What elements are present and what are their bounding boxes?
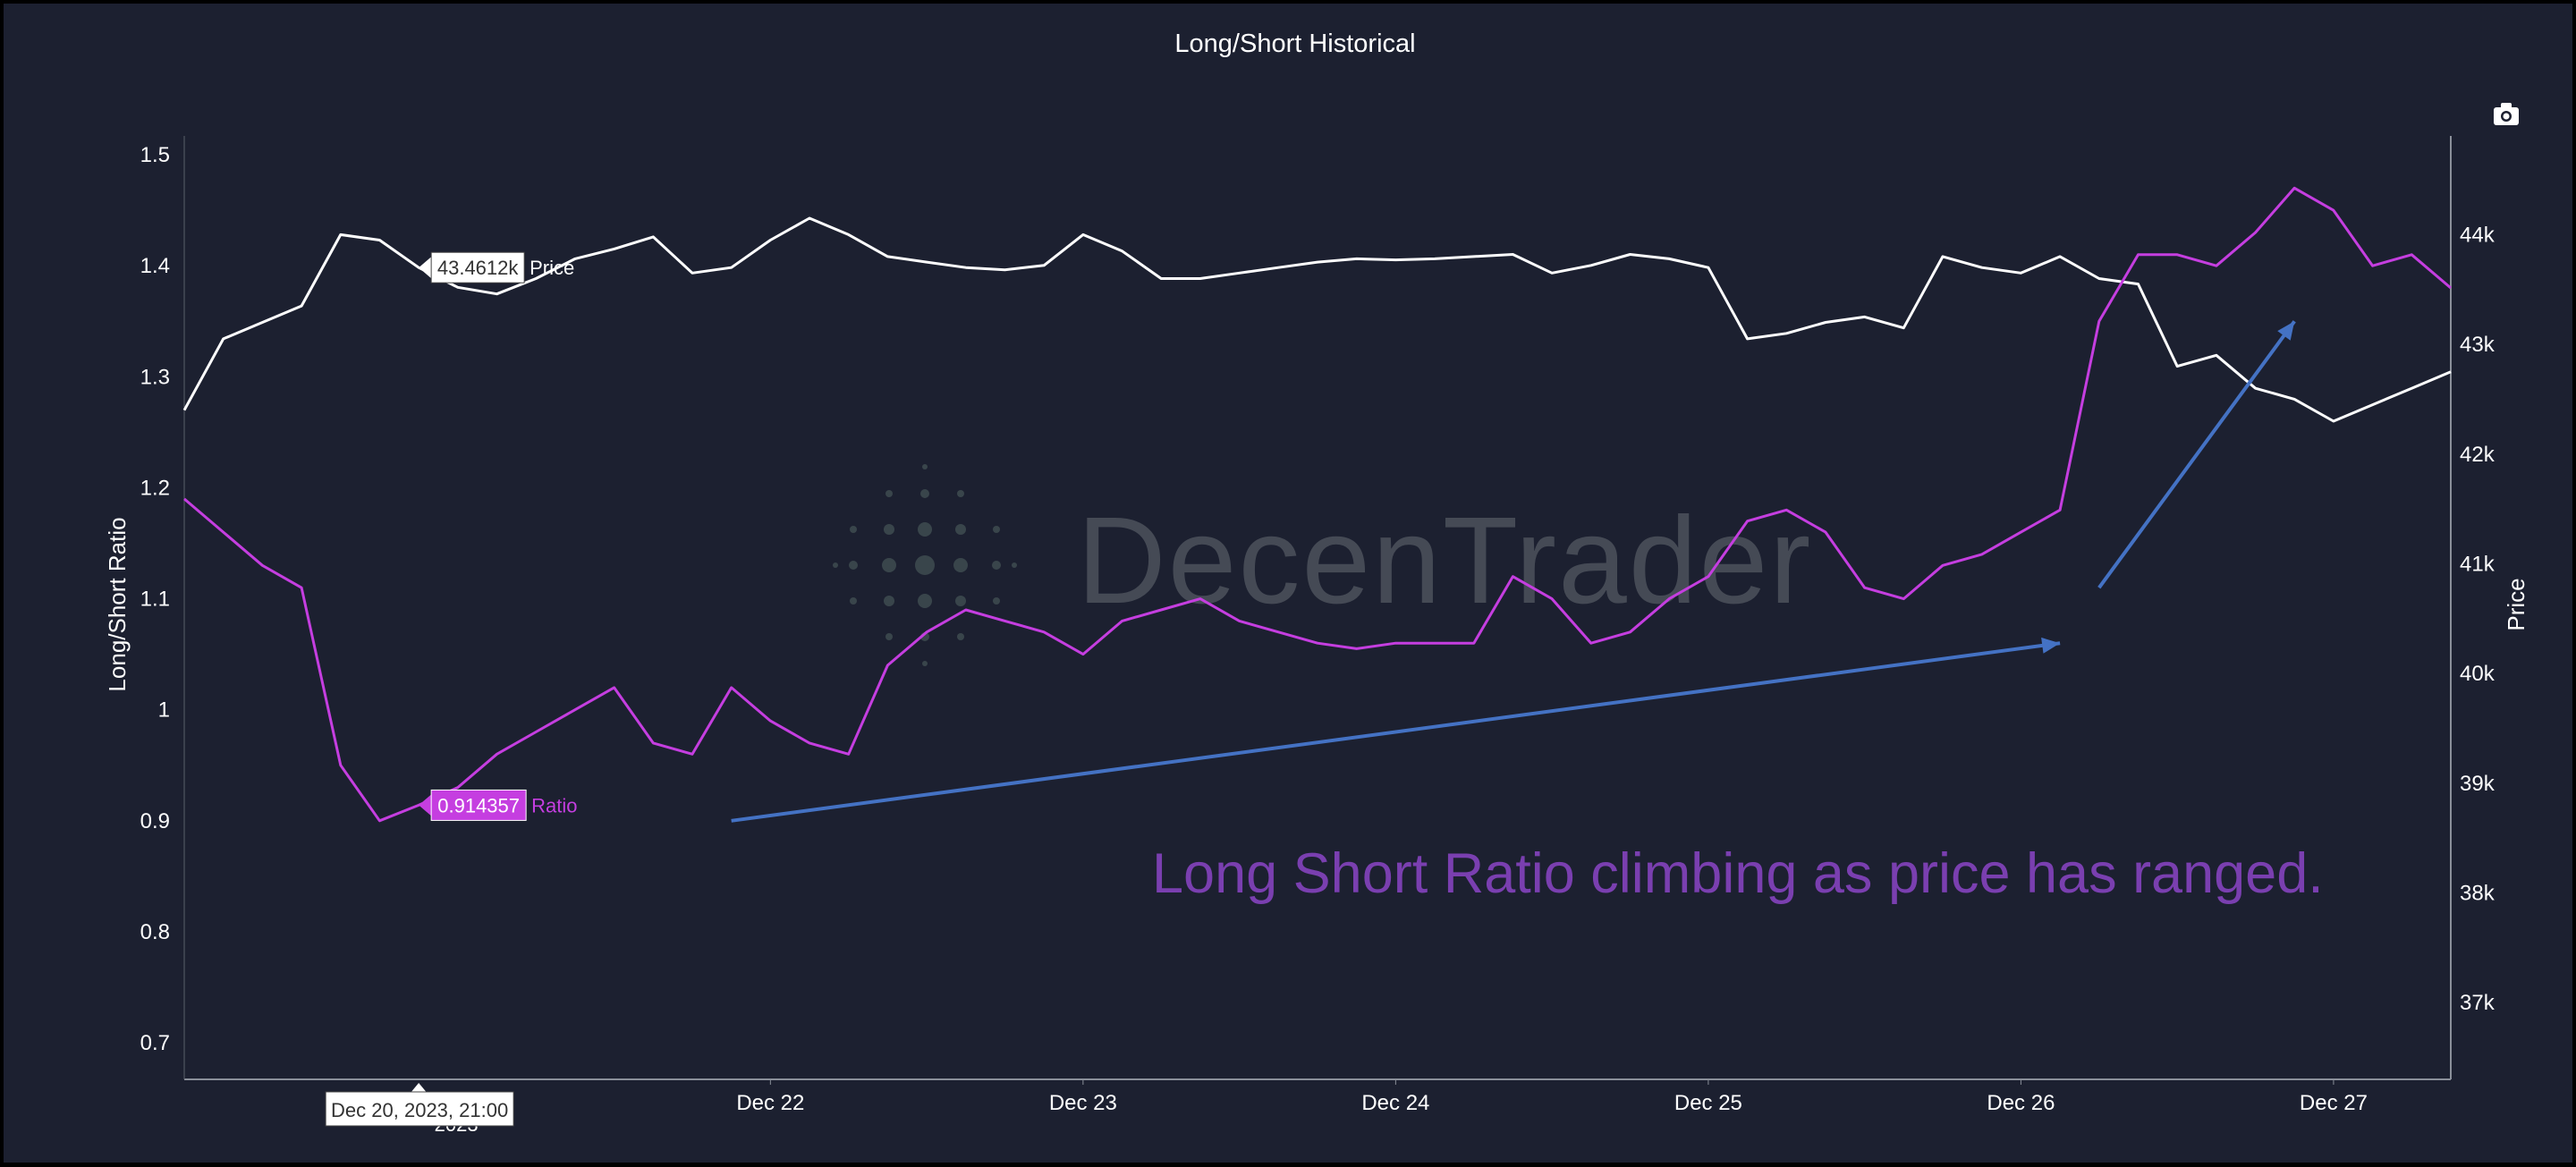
- watermark-dot: [918, 594, 932, 608]
- watermark-dot: [957, 490, 964, 497]
- watermark-dot: [955, 524, 966, 535]
- x-tick-label: Dec 22: [736, 1091, 804, 1115]
- series-line-price: [182, 216, 2452, 423]
- ratio-tooltip-pointer: [419, 794, 432, 816]
- watermark-dot: [882, 558, 896, 572]
- annotation-arrowhead-2: [2277, 321, 2295, 341]
- ratio-tooltip-name: Ratio: [531, 794, 577, 816]
- x-tick-label: Dec 25: [1674, 1091, 1742, 1115]
- annotation-text: Long Short Ratio climbing as price has r…: [1152, 842, 2324, 905]
- chart-title: Long/Short Historical: [1174, 30, 1415, 58]
- y-left-tick-label: 0.7: [140, 1031, 170, 1055]
- watermark-dot: [833, 562, 838, 568]
- watermark-dot: [915, 555, 935, 575]
- price-tooltip-pointer: [419, 257, 432, 279]
- y-right-tick-label: 39k: [2460, 772, 2496, 796]
- y-right-tick-label: 44k: [2460, 223, 2496, 247]
- x-tick-label: Dec 26: [1987, 1091, 2055, 1115]
- y-right-tick-label: 42k: [2460, 443, 2496, 467]
- watermark-text: DecenTrader: [1077, 492, 1812, 630]
- watermark-dot: [918, 522, 932, 537]
- watermark-dot: [993, 526, 1000, 533]
- price-tooltip-name: Price: [530, 257, 574, 279]
- x-axis-ticks: Dec 22 Dec 23 Dec 24 Dec 25 Dec 26 Dec 27: [736, 1079, 2368, 1115]
- camera-icon[interactable]: [2494, 103, 2519, 125]
- y-right-tick-label: 37k: [2460, 991, 2496, 1015]
- watermark-dot: [849, 561, 858, 570]
- annotation-arrowhead-1: [2041, 637, 2061, 654]
- ratio-tooltip-value: 0.914357: [437, 794, 520, 816]
- series-layer: [182, 186, 2452, 823]
- watermark-dot: [992, 561, 1001, 570]
- y-right-tick-label: 43k: [2460, 333, 2496, 357]
- ratio-tooltip-box: [430, 789, 527, 821]
- y-axis-right-title: Price: [2503, 578, 2529, 630]
- x-tick-label: Dec 23: [1049, 1091, 1117, 1115]
- y-left-tick-label: 1.5: [140, 143, 170, 167]
- y-left-tick-label: 0.9: [140, 809, 170, 833]
- y-axis-left-ticks: 0.7 0.8 0.9 1 1.1 1.2 1.3 1.4 1.5: [140, 143, 170, 1055]
- annotation-arrow-2: [2097, 320, 2296, 589]
- y-left-tick-label: 1.1: [140, 588, 170, 612]
- y-left-tick-label: 1.2: [140, 476, 170, 500]
- watermark-dot: [993, 597, 1000, 605]
- watermark: DecenTrader: [833, 464, 1812, 666]
- annotation-arrow-1: [731, 641, 2061, 823]
- y-left-tick-label: 1.3: [140, 365, 170, 389]
- watermark-dot: [955, 596, 966, 606]
- price-tooltip-value: 43.4612k: [437, 257, 520, 279]
- long-short-chart: Long/Short Historical DecenTrader 0.7 0.8…: [104, 30, 2529, 1136]
- x-hover-label: Dec 20, 2023, 21:00: [331, 1099, 508, 1121]
- y-left-tick-label: 0.8: [140, 920, 170, 944]
- x-hover-box: [325, 1091, 514, 1127]
- watermark-dot: [886, 633, 893, 640]
- watermark-dot: [884, 596, 894, 606]
- watermark-dot: [953, 558, 968, 572]
- watermark-dot: [920, 489, 929, 498]
- watermark-dot: [850, 526, 857, 533]
- watermark-dot: [957, 633, 964, 640]
- y-left-tick-label: 1: [158, 698, 170, 723]
- y-left-tick-label: 1.4: [140, 254, 170, 278]
- watermark-dot: [922, 661, 928, 666]
- y-right-tick-label: 40k: [2460, 662, 2496, 686]
- watermark-dot: [886, 490, 893, 497]
- watermark-dot: [1012, 562, 1017, 568]
- series-line-ratio: [183, 186, 2452, 823]
- x-tick-label: Dec 24: [1361, 1091, 1429, 1115]
- x-hover-pointer: [410, 1083, 428, 1094]
- y-right-tick-label: 38k: [2460, 881, 2496, 905]
- watermark-logo-icon: [833, 464, 1017, 666]
- price-tooltip-box: [430, 251, 525, 283]
- watermark-dot: [884, 524, 894, 535]
- y-right-tick-label: 41k: [2460, 552, 2496, 576]
- y-axis-left-title: Long/Short Ratio: [104, 517, 131, 691]
- annotation-arrows: [731, 320, 2296, 823]
- y-axis-right-ticks: 37k 38k 39k 40k 41k 42k 43k 44k: [2460, 223, 2496, 1015]
- watermark-dot: [922, 464, 928, 469]
- watermark-dot: [850, 597, 857, 605]
- x-tick-label: Dec 27: [2300, 1091, 2368, 1115]
